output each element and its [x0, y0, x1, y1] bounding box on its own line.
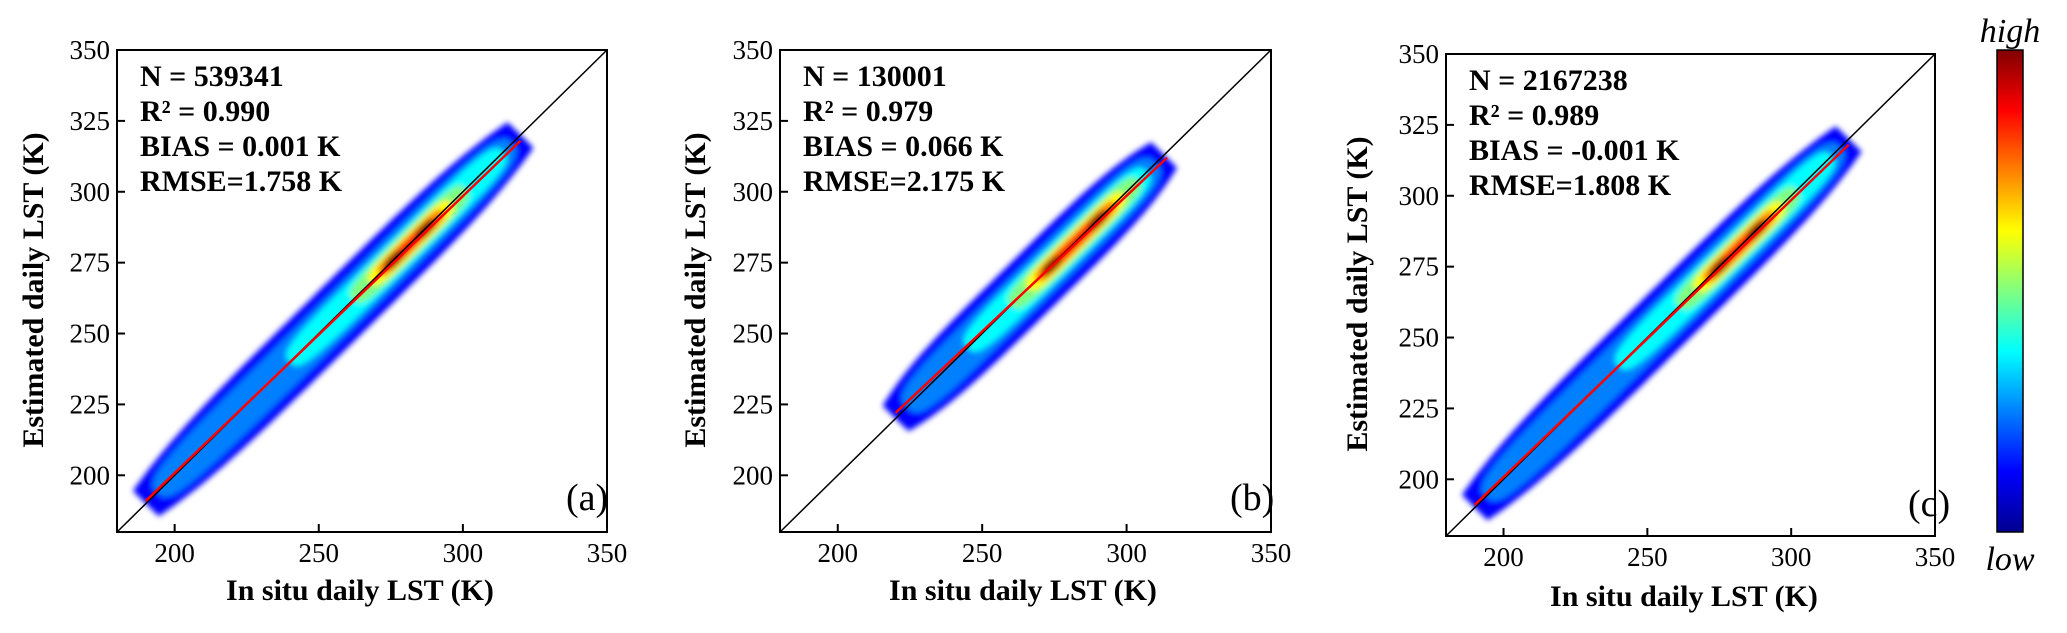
x-tick-label: 250: [1627, 542, 1668, 572]
panel-label: (c): [1908, 483, 1950, 525]
y-tick-label: 250: [733, 319, 774, 349]
stat-rmse: RMSE=1.808 K: [1469, 169, 1672, 202]
y-tick-label: 200: [70, 460, 111, 490]
x-tick-label: 350: [1915, 542, 1956, 572]
y-tick-label: 250: [70, 319, 111, 349]
stat-r2: R² = 0.989: [1469, 99, 1599, 132]
panel-label: (a): [566, 477, 608, 519]
plot-frame: [779, 49, 1272, 533]
stat-bias: BIAS = 0.001 K: [140, 130, 341, 163]
x-axis-label: In situ daily LST (K): [889, 574, 1157, 607]
x-tick-label: 200: [818, 538, 859, 568]
x-tick-label: 300: [1771, 542, 1812, 572]
plot-area: [1446, 54, 1935, 536]
colorbar-gradient: [1996, 49, 2024, 533]
stat-bias: BIAS = -0.001 K: [1469, 134, 1680, 167]
plot-area: [117, 50, 607, 532]
x-tick-label: 300: [1106, 538, 1147, 568]
y-axis-label: Estimated daily LST (K): [1341, 136, 1374, 451]
y-axis-label: Estimated daily LST (K): [17, 132, 50, 447]
y-axis-label: Estimated daily LST (K): [679, 132, 712, 447]
stat-rmse: RMSE=1.758 K: [140, 165, 343, 198]
stat-r2: R² = 0.990: [140, 95, 270, 128]
stat-rmse: RMSE=2.175 K: [803, 165, 1006, 198]
y-tick-label: 325: [70, 106, 111, 136]
x-tick-label: 350: [1251, 538, 1292, 568]
y-tick-label: 275: [70, 248, 111, 278]
panel-a: N = 539341 R² = 0.990 BIAS = 0.001 K RMS…: [17, 35, 627, 607]
stat-n: N = 539341: [140, 60, 284, 93]
plot-frame: [1445, 53, 1936, 537]
fit-line: [894, 156, 1168, 414]
y-tick-label: 250: [1399, 323, 1440, 353]
colorbar-low-label: low: [1985, 541, 2034, 578]
y-tick-label: 325: [733, 106, 774, 136]
panel-b: N = 130001 R² = 0.979 BIAS = 0.066 K RMS…: [679, 35, 1291, 607]
panel-c: N = 2167238 R² = 0.989 BIAS = -0.001 K R…: [1341, 39, 1955, 613]
x-axis-label: In situ daily LST (K): [1550, 580, 1818, 613]
x-tick-label: 350: [587, 538, 628, 568]
y-tick-label: 300: [70, 177, 111, 207]
y-tick-label: 350: [70, 35, 111, 65]
colorbar-high-label: high: [1980, 13, 2040, 50]
y-tick-label: 225: [733, 389, 774, 419]
y-tick-label: 325: [1399, 110, 1440, 140]
panel-label: (b): [1230, 477, 1274, 519]
plot-area: [780, 50, 1271, 532]
plot-frame: [116, 49, 608, 533]
y-tick-label: 350: [1399, 39, 1440, 69]
stat-n: N = 2167238: [1469, 64, 1628, 97]
x-axis-label: In situ daily LST (K): [226, 574, 494, 607]
y-tick-label: 200: [733, 460, 774, 490]
y-tick-label: 275: [733, 248, 774, 278]
stat-r2: R² = 0.979: [803, 95, 933, 128]
x-tick-label: 250: [299, 538, 340, 568]
y-tick-label: 300: [733, 177, 774, 207]
y-tick-label: 225: [1399, 393, 1440, 423]
stat-bias: BIAS = 0.066 K: [803, 130, 1004, 163]
y-tick-label: 350: [733, 35, 774, 65]
x-tick-label: 200: [1483, 542, 1524, 572]
y-tick-label: 225: [70, 389, 111, 419]
x-tick-label: 300: [443, 538, 484, 568]
y-tick-label: 275: [1399, 252, 1440, 282]
colorbar: high low: [1980, 13, 2040, 578]
fit-line: [1473, 143, 1850, 506]
x-tick-label: 250: [962, 538, 1003, 568]
stat-n: N = 130001: [803, 60, 947, 93]
fit-line: [144, 139, 522, 502]
x-tick-label: 200: [154, 538, 195, 568]
y-tick-label: 300: [1399, 181, 1440, 211]
y-tick-label: 200: [1399, 464, 1440, 494]
